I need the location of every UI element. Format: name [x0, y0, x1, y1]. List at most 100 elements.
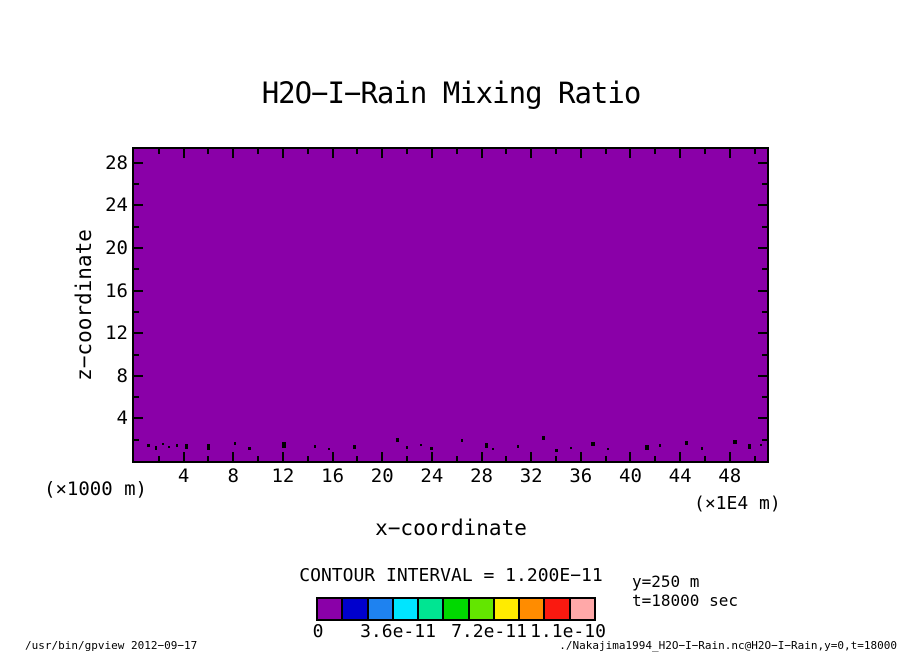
x-axis-tick	[753, 456, 756, 461]
x-axis-tick	[381, 149, 384, 158]
x-axis-tick	[505, 456, 508, 461]
contour-speck	[569, 447, 572, 450]
y-axis-title: z−coordinate	[72, 229, 96, 381]
x-axis-tick	[480, 149, 483, 158]
contour-speck	[684, 440, 688, 445]
slice-info: y=250 m t=18000 sec	[632, 572, 738, 610]
x-tick-label: 12	[271, 465, 295, 487]
x-axis-tick	[629, 149, 632, 158]
contour-speck	[644, 444, 649, 450]
colorbar-tick-label: 0	[312, 621, 324, 642]
x-axis-tick	[654, 149, 657, 154]
contour-speck	[759, 444, 762, 447]
x-tick-label: 40	[619, 465, 642, 487]
x-axis-tick	[306, 149, 309, 154]
x-axis-tick	[257, 149, 260, 154]
chart-title: H2O−I−Rain Mixing Ratio	[261, 76, 642, 110]
x-axis-tick	[331, 452, 334, 461]
contour-speck	[314, 444, 317, 448]
contour-speck	[591, 441, 596, 446]
contour-speck	[161, 442, 164, 445]
y-axis-tick	[762, 225, 767, 228]
x-axis-tick	[157, 456, 160, 461]
y-axis-tick	[134, 183, 139, 186]
y-axis-tick	[134, 417, 143, 420]
y-axis-tick	[134, 438, 139, 441]
y-axis-tick	[758, 374, 767, 377]
y-axis-tick	[134, 353, 139, 356]
contour-speck	[554, 448, 558, 452]
contour-speck	[748, 443, 752, 449]
plot-area	[132, 147, 769, 463]
y-axis-tick	[134, 161, 143, 164]
contour-speck	[460, 439, 463, 443]
y-axis-tick	[762, 183, 767, 186]
x-tick-label: 24	[420, 465, 444, 487]
x-axis-tick	[430, 452, 433, 461]
y-axis-tick	[134, 204, 143, 207]
x-axis-tick	[555, 149, 557, 154]
x-axis-tick	[182, 452, 185, 461]
contour-speck	[491, 448, 494, 451]
contour-speck	[206, 444, 210, 451]
y-axis-tick	[762, 396, 767, 399]
x-axis-tick	[654, 456, 657, 461]
colorbar-cell	[543, 599, 569, 619]
y-axis-tick	[758, 161, 767, 164]
colorbar-cell	[492, 599, 519, 619]
y-axis-tick	[758, 417, 767, 420]
y-axis-tick	[134, 225, 139, 228]
y-axis-tick	[134, 332, 143, 335]
colorbar-cell	[366, 599, 392, 619]
y-axis-tick	[762, 353, 767, 356]
x-axis-tick	[604, 456, 607, 461]
contour-speck	[419, 444, 422, 447]
y-axis-tick	[134, 310, 139, 313]
colorbar-cell	[341, 599, 367, 619]
y-axis-tick	[762, 438, 767, 441]
y-axis-tick	[758, 289, 767, 292]
x-axis-tick	[207, 149, 210, 154]
x-axis-tick	[555, 456, 557, 461]
y-tick-label: 28	[105, 151, 128, 174]
x-axis-tick	[232, 452, 235, 461]
x-axis-tick	[356, 456, 359, 461]
y-tick-label: 4	[116, 407, 128, 430]
y-tick-label: 8	[116, 364, 128, 387]
contour-speck	[701, 446, 704, 450]
contour-speck	[176, 443, 179, 447]
colorbar-cell	[417, 599, 443, 619]
x-axis-tick	[232, 149, 235, 158]
x-axis-tick	[530, 452, 533, 461]
slice-y-text: y=250 m	[632, 572, 700, 591]
contour-speck	[732, 439, 737, 444]
x-axis-tick	[455, 456, 458, 461]
x-axis-tick	[455, 149, 458, 154]
y-axis-tick	[758, 204, 767, 207]
contour-interval-label: CONTOUR INTERVAL = 1.200E−11	[299, 565, 603, 586]
contour-speck	[395, 437, 399, 442]
x-axis-tick	[480, 452, 483, 461]
x-tick-label: 28	[470, 465, 493, 487]
x-axis-tick	[530, 149, 533, 158]
y-tick-label: 24	[105, 194, 128, 217]
x-axis-tick	[728, 452, 731, 461]
colorbar-cell	[568, 599, 594, 619]
y-axis-unit-label: (×1000 m)	[44, 478, 147, 500]
contour-speck	[167, 446, 170, 449]
x-axis-title: x−coordinate	[375, 516, 527, 540]
x-axis-tick	[679, 452, 682, 461]
contour-speck	[233, 442, 236, 446]
contour-speck	[184, 443, 188, 449]
contour-speck	[147, 443, 151, 447]
colorbar-tick-label: 7.2e-11	[451, 621, 527, 642]
y-axis-tick	[134, 396, 139, 399]
x-axis-tick	[579, 452, 582, 461]
x-tick-label: 44	[668, 465, 692, 487]
y-axis-tick	[758, 332, 767, 335]
x-axis-tick	[281, 452, 284, 461]
y-axis-tick	[134, 289, 143, 292]
y-axis-tick	[762, 310, 767, 313]
colorbar-cell	[518, 599, 544, 619]
